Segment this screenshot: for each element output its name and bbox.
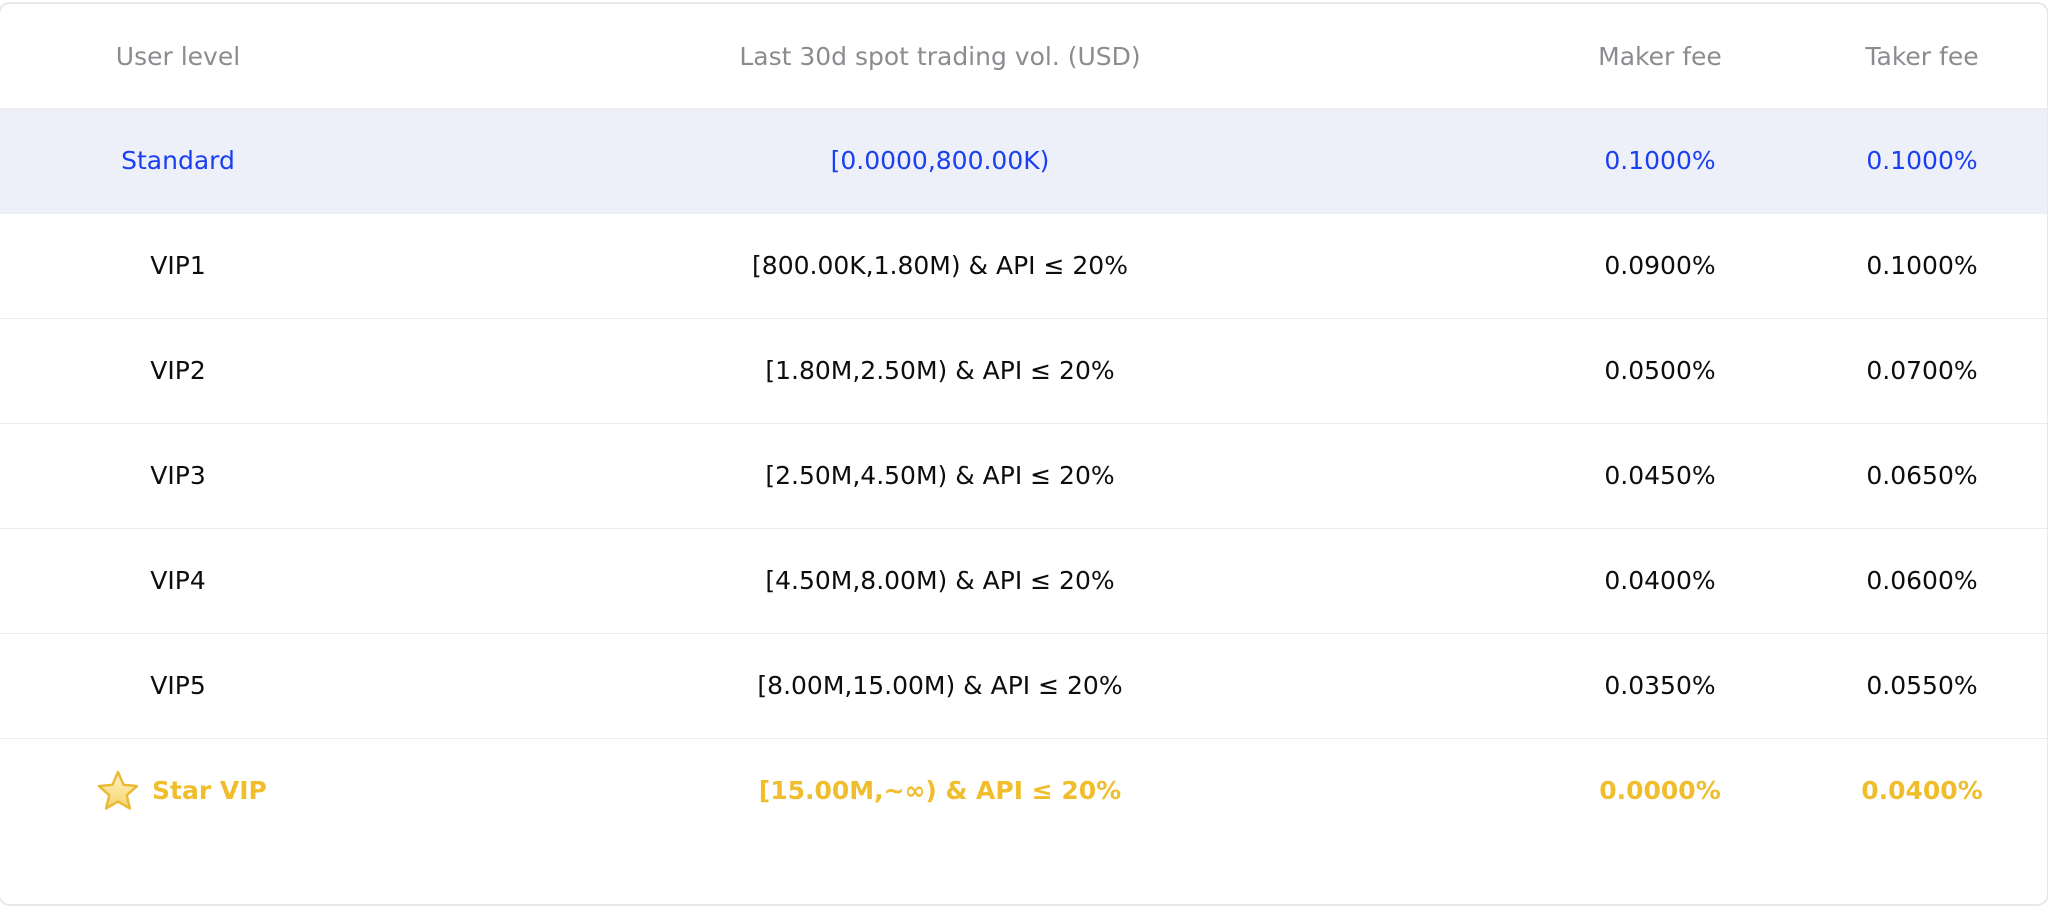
header-user-level: User level [115, 42, 241, 71]
header-maker-fee: Maker fee [1598, 42, 1722, 71]
table-row-standard: Standard [0.0000,800.00K) 0.1000% 0.1000… [0, 109, 2047, 214]
volume-cell: [4.50M,8.00M) & API ≤ 20% [765, 566, 1115, 595]
taker-fee-cell: 0.0550% [1866, 671, 1978, 700]
volume-cell: [2.50M,4.50M) & API ≤ 20% [765, 461, 1115, 490]
volume-cell: [0.0000,800.00K) [830, 146, 1050, 175]
volume-cell: [1.80M,2.50M) & API ≤ 20% [765, 356, 1115, 385]
level-cell: VIP4 [150, 566, 206, 595]
volume-cell: [8.00M,15.00M) & API ≤ 20% [757, 671, 1123, 700]
taker-fee-cell: 0.1000% [1866, 251, 1978, 280]
volume-cell: [15.00M,~∞) & API ≤ 20% [758, 776, 1122, 805]
level-cell: VIP2 [150, 356, 206, 385]
maker-fee-cell: 0.0400% [1604, 566, 1716, 595]
header-trading-volume: Last 30d spot trading vol. (USD) [739, 42, 1141, 71]
table-header: User level Last 30d spot trading vol. (U… [0, 4, 2047, 109]
table-row-vip1: VIP1 [800.00K,1.80M) & API ≤ 20% 0.0900%… [0, 214, 2047, 319]
table-row-vip5: VIP5 [8.00M,15.00M) & API ≤ 20% 0.0350% … [0, 634, 2047, 739]
level-cell: Standard [121, 146, 235, 175]
table-row-vip4: VIP4 [4.50M,8.00M) & API ≤ 20% 0.0400% 0… [0, 529, 2047, 634]
maker-fee-cell: 0.0450% [1604, 461, 1716, 490]
maker-fee-cell: 0.0350% [1604, 671, 1716, 700]
maker-fee-cell: 0.0000% [1599, 776, 1721, 805]
taker-fee-cell: 0.0650% [1866, 461, 1978, 490]
table-row-vip3: VIP3 [2.50M,4.50M) & API ≤ 20% 0.0450% 0… [0, 424, 2047, 529]
table-row-star-vip: Star VIP [15.00M,~∞) & API ≤ 20% 0.0000%… [0, 739, 2047, 843]
star-icon [96, 769, 140, 813]
table-row-vip2: VIP2 [1.80M,2.50M) & API ≤ 20% 0.0500% 0… [0, 319, 2047, 424]
maker-fee-cell: 0.1000% [1604, 146, 1716, 175]
taker-fee-cell: 0.0400% [1861, 776, 1983, 805]
maker-fee-cell: 0.0500% [1604, 356, 1716, 385]
volume-cell: [800.00K,1.80M) & API ≤ 20% [752, 251, 1128, 280]
maker-fee-cell: 0.0900% [1604, 251, 1716, 280]
taker-fee-cell: 0.0600% [1866, 566, 1978, 595]
level-cell: VIP3 [150, 461, 206, 490]
taker-fee-cell: 0.0700% [1866, 356, 1978, 385]
header-taker-fee: Taker fee [1865, 42, 1979, 71]
level-cell: VIP1 [150, 251, 206, 280]
level-cell: Star VIP [152, 776, 267, 805]
taker-fee-cell: 0.1000% [1866, 146, 1978, 175]
level-cell: VIP5 [150, 671, 206, 700]
